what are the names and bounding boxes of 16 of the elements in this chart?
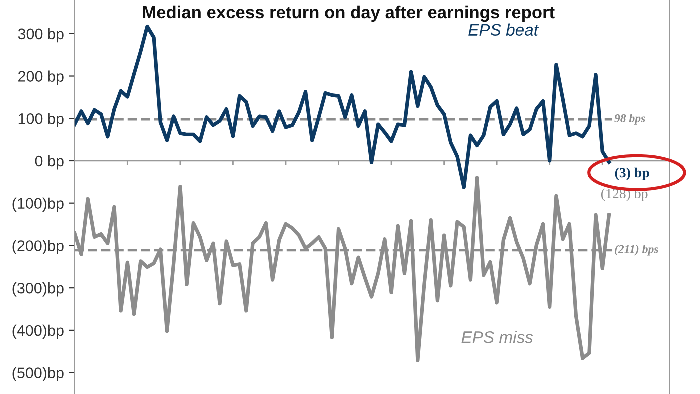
series-label: EPS miss bbox=[462, 331, 534, 344]
ref-line-label: 98 bps bbox=[614, 114, 646, 125]
ref-line-label: (211) bps bbox=[615, 245, 658, 256]
y-tick-label: 200 bp bbox=[18, 70, 64, 85]
line-series bbox=[74, 24, 612, 190]
y-tick-label: (200)bp bbox=[12, 240, 64, 254]
y-tick-label: (100)bp bbox=[12, 198, 64, 212]
y-tick-label: 300 bp bbox=[18, 28, 64, 43]
y-tick-label: (300)bp bbox=[12, 282, 64, 297]
y-tick-label: (500)bp bbox=[12, 367, 64, 382]
y-tick-label: (400)bp bbox=[12, 324, 64, 340]
y-tick-label: 0 bp bbox=[35, 155, 64, 170]
chart-title: Median excess return on day after earnings report bbox=[143, 6, 555, 22]
y-tick-label: 100 bp bbox=[18, 113, 64, 128]
text: EPS beat bbox=[468, 24, 540, 36]
data-label: (3) bp bbox=[615, 168, 650, 180]
